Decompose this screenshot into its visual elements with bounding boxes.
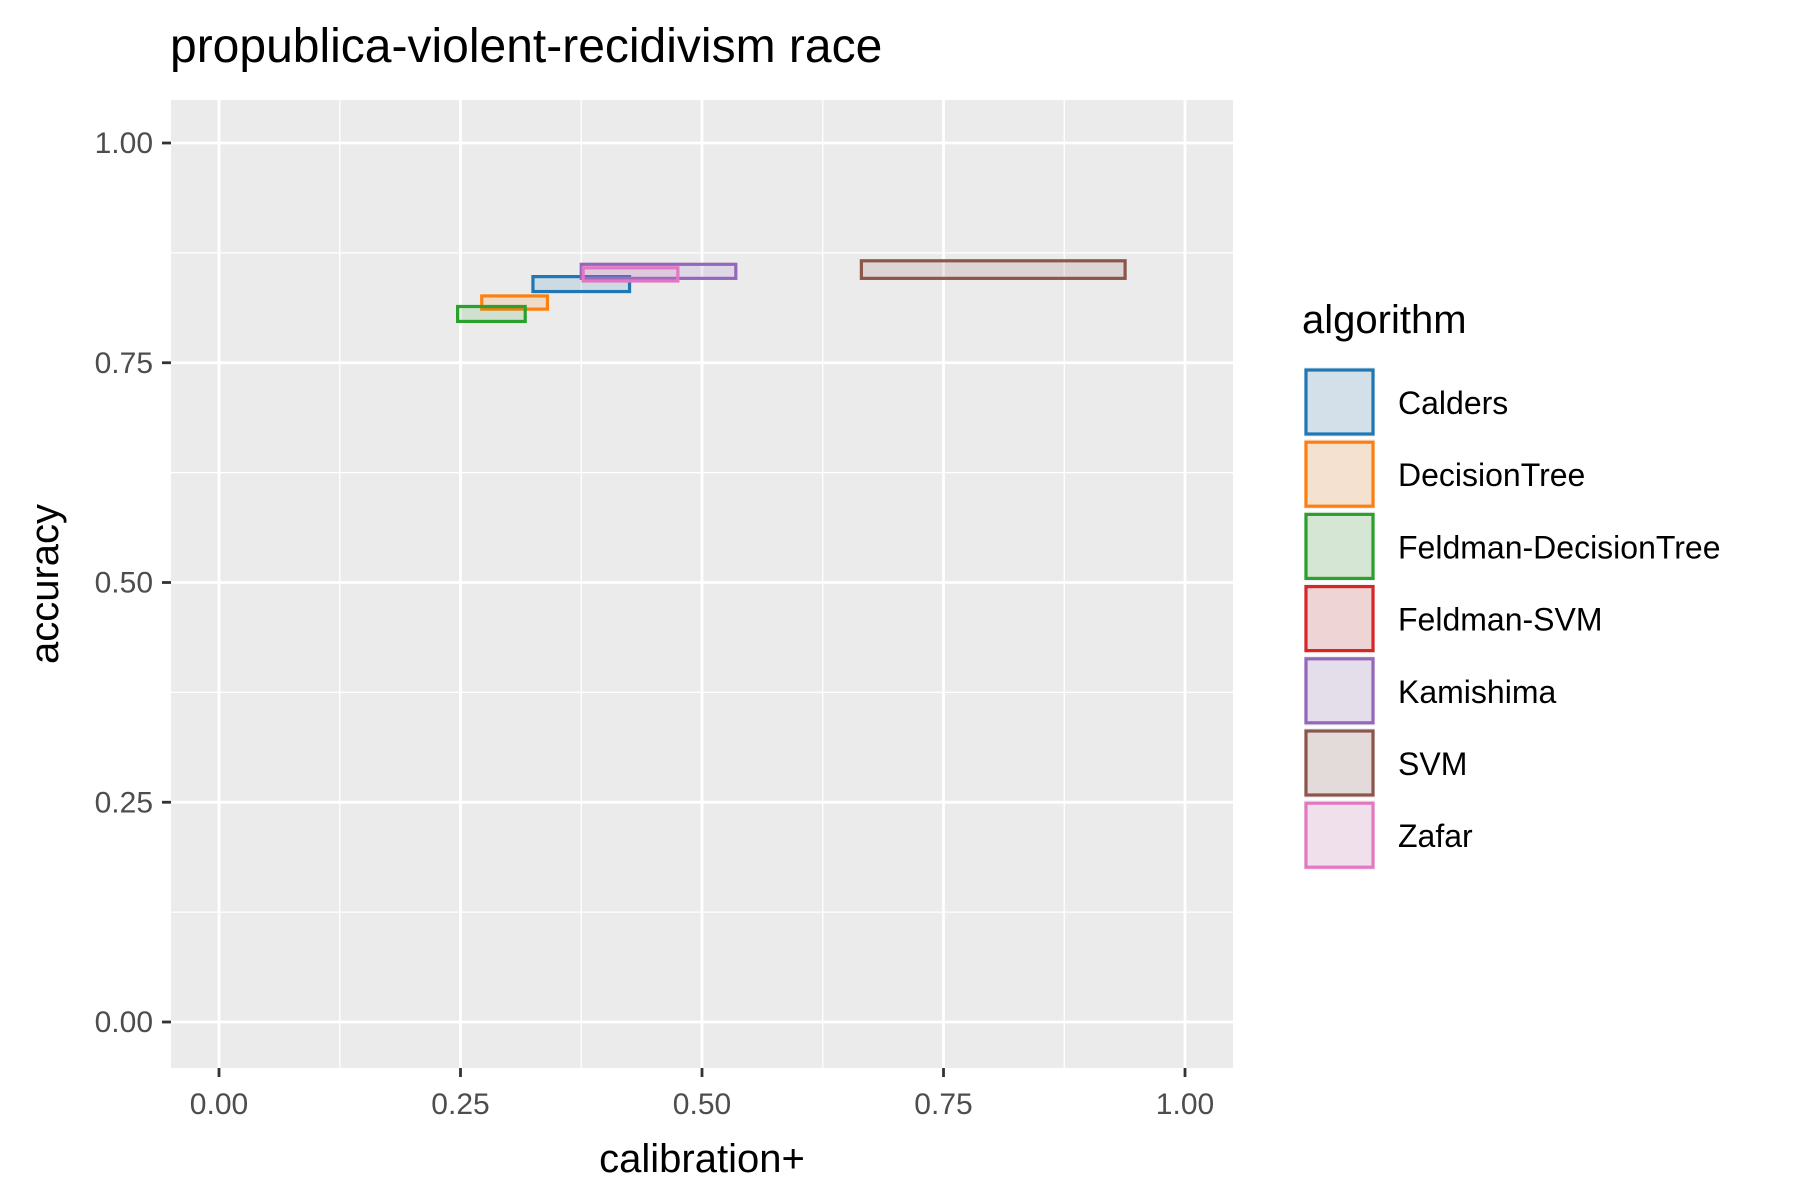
legend-label-feldman-decisiontree: Feldman-DecisionTree [1398, 529, 1720, 565]
x-tick-label: 0.00 [190, 1088, 248, 1121]
y-tick-label: 0.00 [95, 1006, 153, 1039]
legend-title: algorithm [1302, 298, 1467, 342]
legend-key-bg-feldman-decisiontree [1304, 511, 1375, 582]
major-gridlines [171, 100, 1233, 1068]
legend-label-kamishima: Kamishima [1398, 674, 1556, 710]
legend-key-kamishima [1304, 657, 1375, 725]
axis-tick-labels: 0.00 0.25 0.50 0.75 1.00 0.00 0.25 0.50 0.75 1.00 [95, 127, 1215, 1121]
legend-key-bg-calders [1304, 367, 1375, 437]
legend-key-svm [1304, 729, 1375, 797]
y-tick-label: 1.00 [95, 127, 153, 160]
legend-key-bg-decisiontree [1304, 439, 1375, 510]
axis-ticks [162, 141, 1187, 1077]
chart-title: propublica-violent-recidivism race [170, 20, 882, 73]
legend-key-bg-kamishima [1304, 655, 1375, 726]
y-axis-title: accuracy [23, 504, 67, 664]
legend-label-decisiontree: DecisionTree [1398, 457, 1585, 493]
legend-label-svm: SVM [1398, 746, 1467, 782]
legend-label-calders: Calders [1398, 385, 1508, 421]
legend-key-bg-svm [1304, 728, 1375, 798]
legend-key-feldman-decisiontree [1304, 512, 1375, 581]
x-tick-label: 0.75 [914, 1088, 972, 1121]
legend-key-decisiontree [1304, 440, 1375, 508]
y-tick-label: 0.25 [95, 786, 153, 819]
legend-key-feldman-svm [1304, 584, 1375, 653]
legend-label-zafar: Zafar [1398, 818, 1473, 854]
y-tick-label: 0.75 [95, 347, 153, 380]
range-rect-svm [859, 259, 1127, 280]
x-axis-title: calibration+ [599, 1137, 805, 1181]
x-tick-label: 1.00 [1156, 1088, 1214, 1121]
legend-key-bg-zafar [1304, 800, 1375, 871]
x-tick-label: 0.50 [673, 1088, 731, 1121]
legend: algorithm Calders DecisionTree Feldman-Dec… [1302, 298, 1720, 871]
x-tick-label: 0.25 [431, 1088, 489, 1121]
legend-key-calders [1304, 368, 1375, 436]
legend-key-bg-feldman-svm [1304, 583, 1375, 654]
legend-label-feldman-svm: Feldman-SVM [1398, 602, 1603, 638]
y-tick-label: 0.50 [95, 567, 153, 600]
legend-key-zafar [1304, 801, 1375, 869]
data-marks [456, 259, 1127, 324]
range-rect-feldman-decisiontree [456, 304, 527, 324]
range-rect-zafar [581, 266, 680, 283]
legend-items: Calders DecisionTree Feldman-DecisionTree F… [1304, 367, 1720, 871]
